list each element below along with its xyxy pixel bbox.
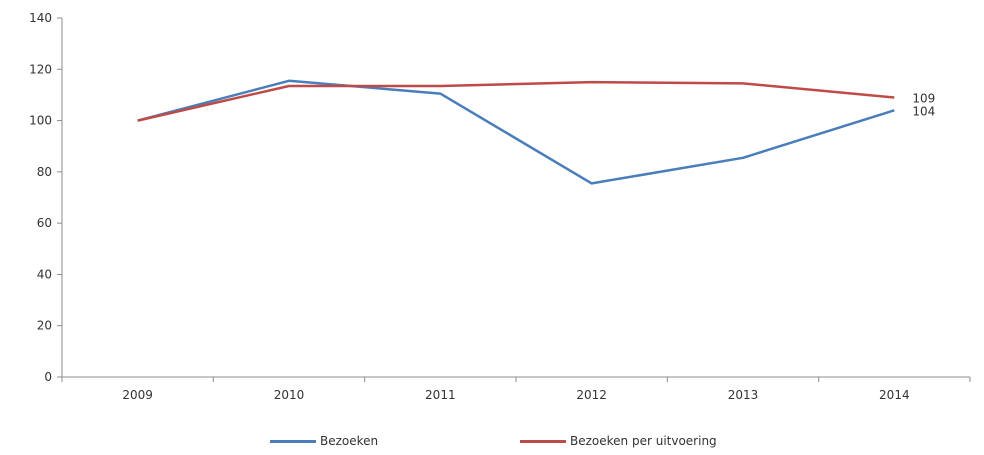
x-tick-label: 2014 <box>879 388 910 402</box>
chart-legend: Bezoeken Bezoeken per uitvoering <box>0 434 984 454</box>
data-point-0-4 <box>742 157 744 159</box>
series-line-0 <box>137 79 895 185</box>
data-point-1-1 <box>288 85 290 87</box>
data-point-0-2 <box>439 93 441 95</box>
legend-swatch-bezoeken-per-uitvoering <box>520 439 566 443</box>
data-point-0-1 <box>288 80 290 82</box>
x-tick-label: 2011 <box>425 388 456 402</box>
x-tick-label: 2012 <box>576 388 607 402</box>
legend-label-bezoeken-per-uitvoering: Bezoeken per uitvoering <box>570 434 717 448</box>
x-tick-label: 2010 <box>274 388 305 402</box>
legend-item-bezoeken-per-uitvoering: Bezoeken per uitvoering <box>520 434 717 448</box>
data-point-0-3 <box>591 182 593 184</box>
y-tick-label: 80 <box>37 165 52 179</box>
y-tick-label: 60 <box>37 216 52 230</box>
data-point-1-4 <box>742 82 744 84</box>
x-tick-label: 2009 <box>122 388 153 402</box>
legend-label-bezoeken: Bezoeken <box>320 434 379 448</box>
legend-swatch-bezoeken <box>270 439 316 443</box>
y-tick-label: 120 <box>29 62 52 76</box>
y-tick-label: 20 <box>37 319 52 333</box>
y-tick-label: 140 <box>29 11 52 25</box>
data-point-1-0 <box>137 120 139 122</box>
end-label-1: 109 <box>912 91 935 105</box>
end-label-0: 104 <box>912 104 935 118</box>
y-tick-label: 0 <box>44 370 52 384</box>
data-point-0-5 <box>893 109 895 111</box>
series-line-1 <box>137 80 895 122</box>
data-point-1-3 <box>591 81 593 83</box>
line-chart: 0 20 40 60 80 100 120 140 2009 2010 2011 2012 2013 20… <box>29 11 971 402</box>
chart-axes: 0 20 40 60 80 100 120 140 2009 2010 2011 2012 2013 20… <box>29 11 971 402</box>
y-tick-label: 100 <box>29 114 52 128</box>
chart-series <box>137 79 895 185</box>
data-point-1-2 <box>439 85 441 87</box>
y-tick-label: 40 <box>37 267 52 281</box>
data-point-1-5 <box>893 96 895 98</box>
legend-item-bezoeken: Bezoeken <box>270 434 378 448</box>
x-tick-label: 2013 <box>728 388 759 402</box>
